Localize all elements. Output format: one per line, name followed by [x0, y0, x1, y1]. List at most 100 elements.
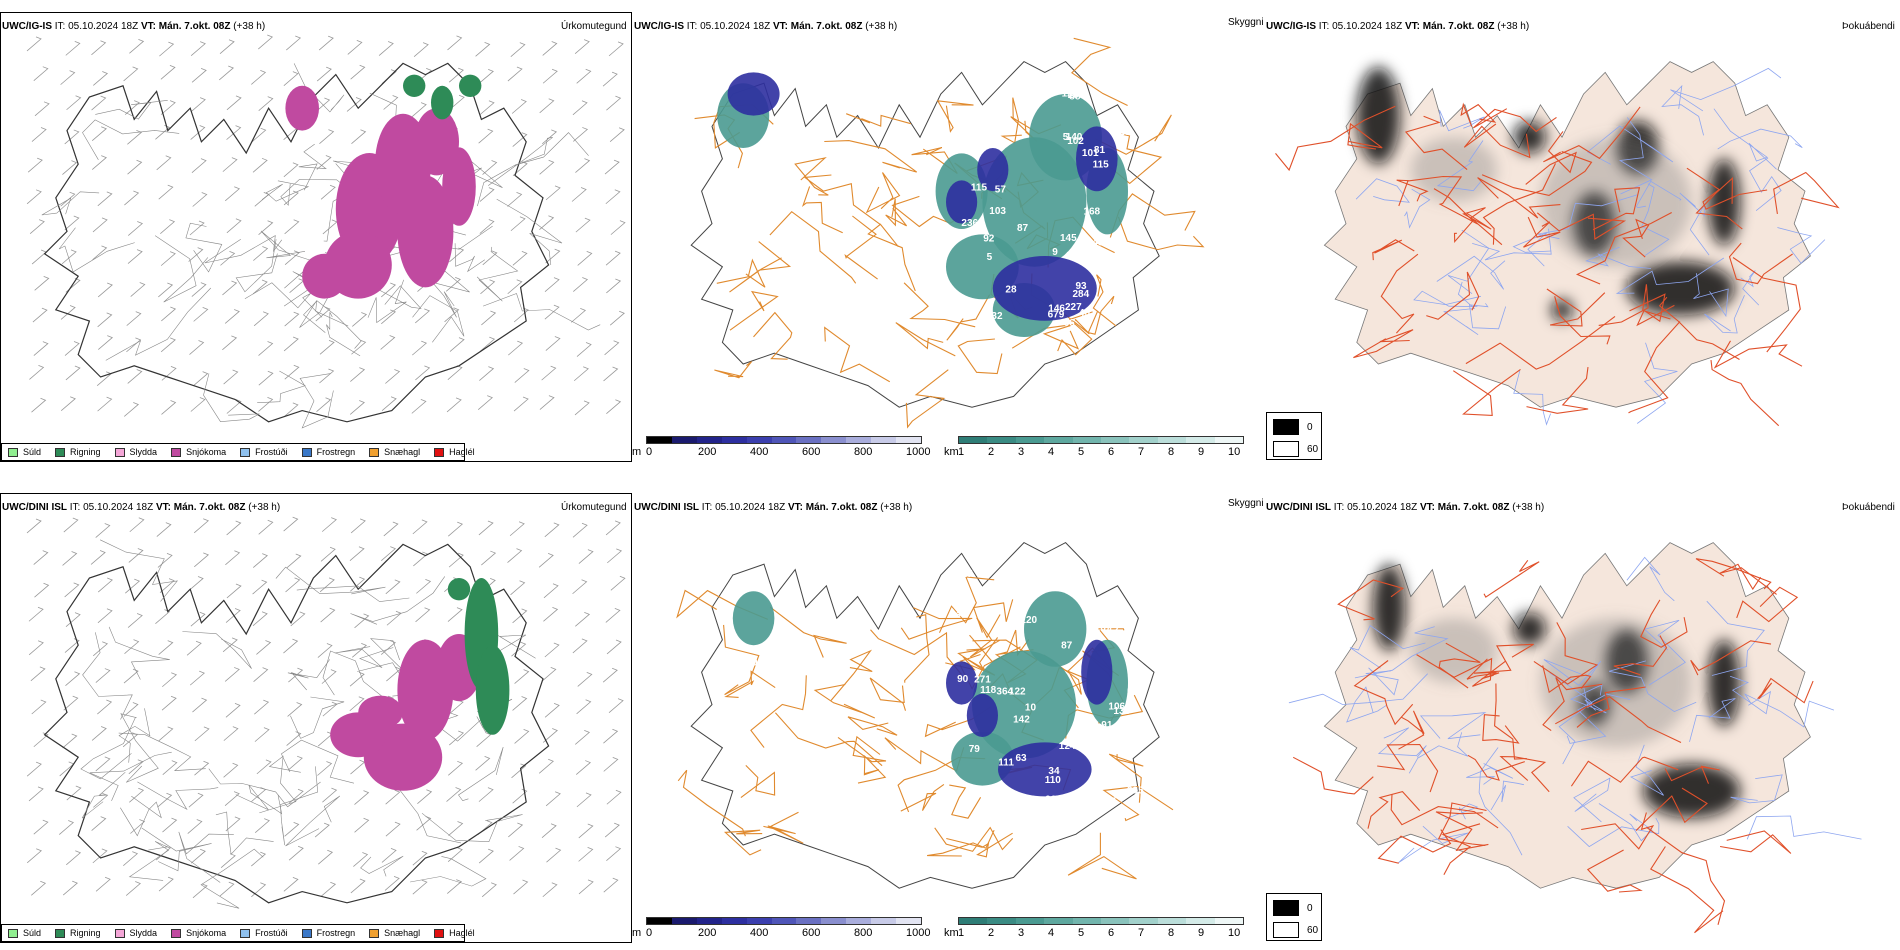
legend-item-2: Slydda — [114, 928, 158, 938]
wind-barb-134 — [61, 249, 77, 265]
wind-barb-87 — [380, 640, 396, 655]
wind-barb-203 — [449, 337, 465, 352]
colorbar-unit: m — [632, 446, 642, 458]
model-label: UWC/IG-IS — [634, 21, 684, 32]
legend-label: Súld — [23, 928, 42, 938]
wind-barb-10 — [350, 518, 366, 534]
wind-barb-196 — [222, 335, 238, 351]
wind-barb-111 — [541, 667, 557, 682]
ceiling-label-16: 27 — [962, 569, 974, 580]
legend-item-1: Rigning — [55, 447, 101, 457]
ceiling-label-9: 120 — [1020, 615, 1037, 626]
wind-barb-46 — [285, 577, 301, 593]
model-label: UWC/IG-IS — [2, 21, 52, 32]
wind-barb-184 — [446, 787, 462, 802]
wind-barb-67 — [351, 129, 367, 145]
wind-barb-77 — [62, 160, 78, 175]
wind-barb-180 — [322, 787, 338, 803]
colorbar-tick-2: 400 — [750, 927, 769, 939]
legend-item-2: Slydda — [114, 447, 157, 457]
wind-barb-38 — [34, 582, 50, 598]
wind-barb-58 — [64, 129, 80, 145]
wind-barb-4 — [156, 522, 172, 537]
wind-barb-220 — [381, 848, 397, 863]
wind-barb-40 — [97, 577, 113, 593]
wind-barb-55 — [572, 579, 588, 595]
height-colorbar-row1: m 0 200 400 600 800 1000 — [632, 436, 937, 462]
wind-barb-139 — [220, 251, 236, 266]
wind-barb-67 — [354, 613, 370, 629]
wind-barb-110 — [507, 192, 523, 207]
rivers-row1 — [1355, 67, 1826, 426]
wind-barb-205 — [508, 340, 524, 356]
wind-barb-200 — [351, 339, 367, 355]
wind-barb-38 — [34, 101, 50, 117]
fog-legend-row1: 0 60 — [1266, 412, 1322, 460]
valid-time: VT: Mán. 7.okt. 08Z — [140, 21, 231, 32]
header-fog-row1: UWC/IG-IS IT: 05.10.2024 18Z VT: Mán. 7.… — [1266, 21, 1529, 32]
wind-barb-234 — [226, 399, 242, 414]
legend-item-4: Frostúði — [240, 447, 288, 457]
roads-red-row1 — [1275, 102, 1840, 427]
ceiling-label-12: 67 — [1001, 569, 1013, 580]
wind-barb-201 — [380, 335, 396, 350]
iceland-outline-row1b — [690, 60, 1160, 408]
ceiling-label-22: 106 — [1108, 701, 1125, 712]
wind-barb-81 — [186, 640, 202, 656]
wind-barb-134 — [62, 733, 78, 749]
legend-swatch — [240, 447, 251, 457]
precip-map-svg-row2 — [26, 516, 626, 909]
wind-barb-86 — [352, 642, 368, 658]
wind-barb-57 — [28, 606, 44, 622]
wind-barb-34 — [507, 548, 523, 563]
wind-barb-231 — [125, 881, 141, 896]
wind-barb-48 — [350, 576, 366, 592]
colorbar-bin-2 — [1015, 918, 1045, 924]
ceiling-label-9: 168 — [1083, 207, 1100, 218]
wind-barb-221 — [412, 850, 428, 866]
wind-barb-42 — [159, 578, 175, 593]
wind-barb-27 — [283, 71, 299, 86]
wind-barb-206 — [545, 336, 561, 351]
wind-barb-218 — [319, 368, 335, 384]
wind-barb-62 — [190, 125, 206, 140]
wind-barb-213 — [161, 366, 177, 381]
colorbar-bin-4 — [1072, 437, 1102, 443]
colorbar-unit: km — [944, 927, 959, 939]
wind-barb-18 — [608, 41, 624, 57]
wind-barb-246 — [606, 399, 622, 415]
wind-barb-231 — [124, 402, 140, 417]
ceiling-map-svg-row2: 10 5 95 118 110 133 90 63 124 120 27 91 67 14 142 364 27… — [676, 541, 1174, 889]
colorbar-bin-2 — [1015, 437, 1045, 443]
wind-barb-104 — [320, 184, 336, 200]
ceiling-label-3: 118 — [980, 685, 997, 696]
ceiling-label-13: 140 — [1066, 132, 1083, 143]
wind-barb-178 — [253, 311, 269, 327]
wind-barb-194 — [160, 337, 176, 353]
legend-label: Rigning — [70, 928, 101, 938]
init-time: IT: 05.10.2024 18Z — [1333, 502, 1418, 513]
colorbar-bin-3 — [721, 437, 747, 443]
wind-barb-78 — [91, 155, 107, 170]
wind-barb-80 — [158, 640, 174, 655]
colorbar-bin-6 — [1129, 918, 1158, 924]
wind-barb-167 — [507, 279, 523, 295]
colorbar-tick-4: 800 — [854, 446, 873, 458]
wind-barb-197 — [258, 341, 274, 356]
wind-barb-79 — [127, 159, 143, 175]
legend-label: Slydda — [129, 928, 158, 938]
wind-barb-36 — [578, 549, 594, 564]
lead-time: (+38 h) — [1497, 21, 1530, 32]
wind-barb-39 — [64, 582, 80, 598]
ceiling-label-8: 124 — [1059, 741, 1076, 752]
cloud-areas-row2 — [732, 591, 1128, 797]
wind-barb-9 — [321, 517, 337, 532]
ceiling-label-12: 200 — [1068, 90, 1085, 101]
wind-barb-187 — [544, 304, 560, 320]
wind-barb-27 — [286, 553, 302, 569]
colorbar-bin-6 — [796, 437, 822, 443]
wind-barb-193 — [126, 337, 142, 353]
colorbar-bin-2 — [696, 918, 722, 924]
ceiling-labels-row1: 5940102979387882841481681151152001406692… — [747, 89, 1131, 332]
lead-time: (+38 h) — [865, 21, 898, 32]
